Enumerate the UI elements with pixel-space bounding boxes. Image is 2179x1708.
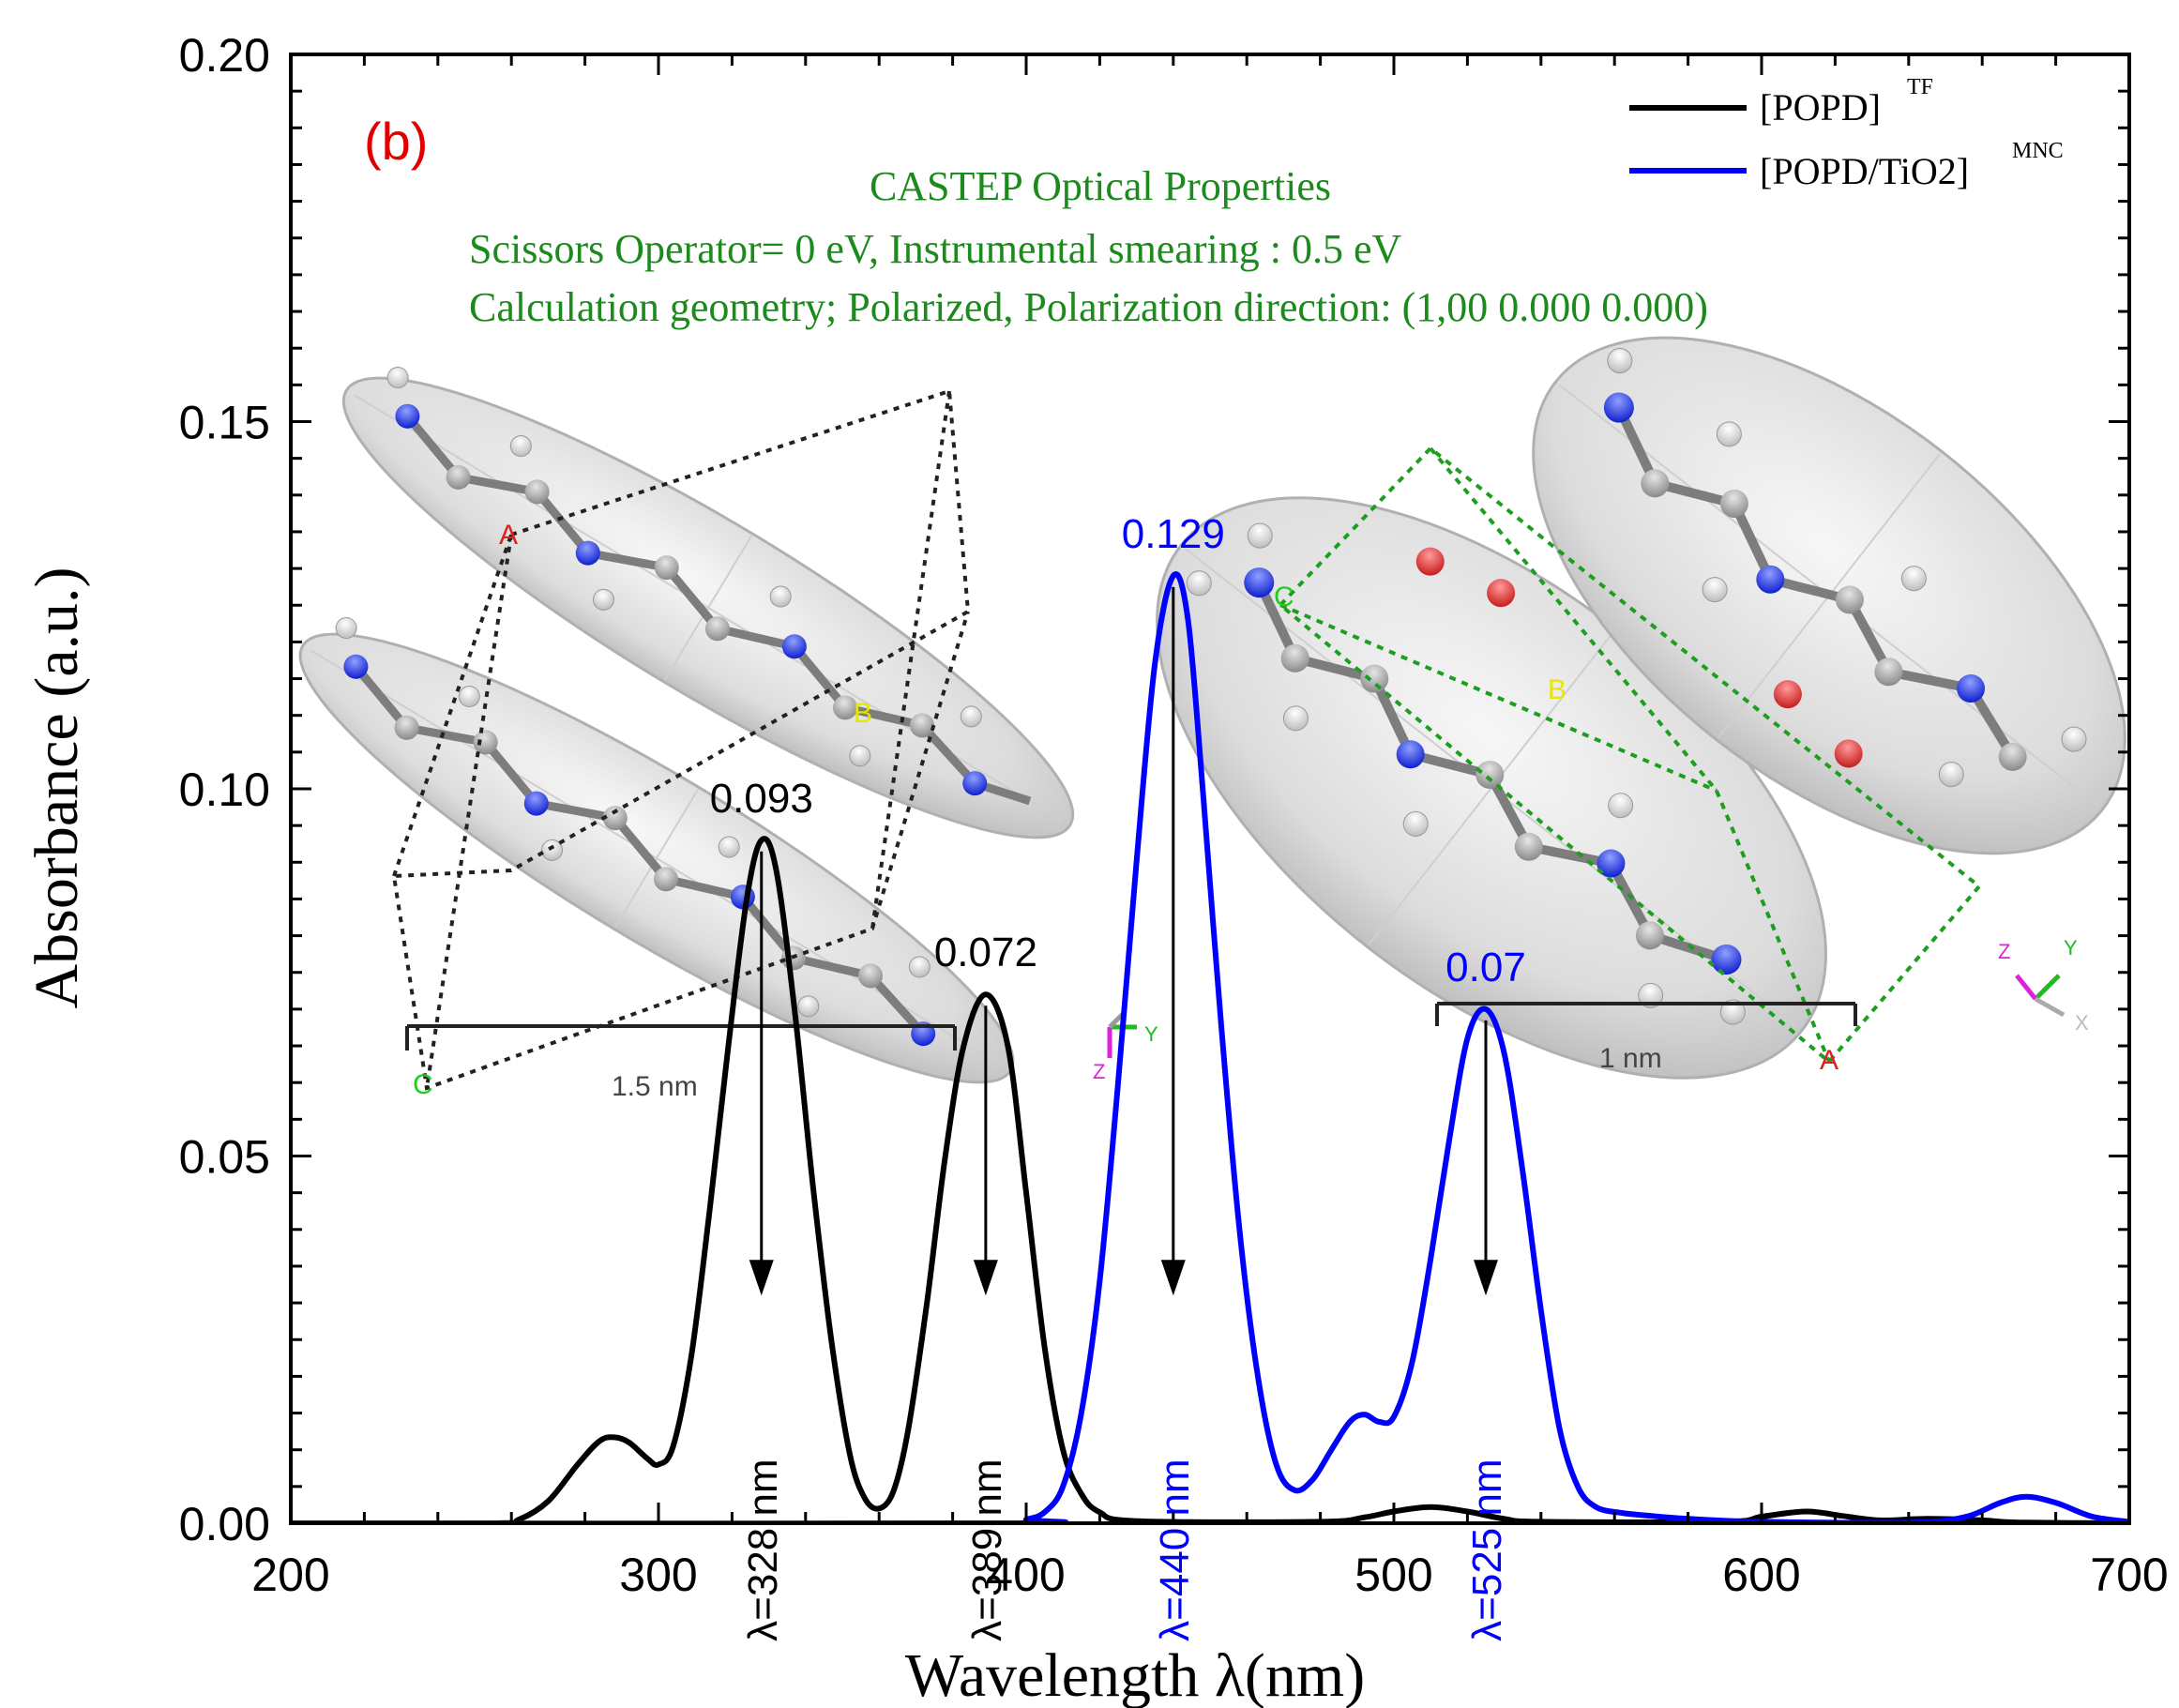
axis-letter-y-right: Y: [2064, 936, 2078, 960]
composite-lattice-cell: [1279, 446, 1982, 1065]
legend-label-composite: [POPD/TiO2]: [1760, 150, 1969, 192]
peak-wavelength-label-3: λ=525 nm: [1464, 1459, 1510, 1640]
legend: [POPD] TF [POPD/TiO2] MNC: [1629, 75, 2064, 192]
axes: 200 300 400 500 600 700 0.00 0.05 0.10 0.15 0.20: [179, 29, 2169, 1601]
composite-lattice-letter-a: A: [1820, 1045, 1839, 1076]
orientation-axes-right: Z Y X: [1998, 936, 2089, 1035]
peak-value-label-3: 0.07: [1445, 945, 1526, 990]
peak-arrow-head-2: [1160, 1260, 1186, 1296]
peak-annotations: 0.093 λ=328 nm 0.072 λ=389 nm 0.129 λ=440 nm 0…: [710, 511, 1526, 1641]
composite-molecule-front: [1156, 496, 1827, 1080]
panel-label: (b): [364, 112, 428, 171]
x-axis-title: Wavelength λ(nm): [905, 1641, 1365, 1708]
peak-arrow-head-1: [973, 1260, 998, 1296]
series-line-0: [291, 836, 2129, 1523]
popd-scale-label: 1.5 nm: [612, 1071, 698, 1102]
x-tick-label-4: 600: [1722, 1549, 1800, 1601]
popd-lattice-letter-a: A: [499, 520, 518, 551]
series-line-1: [291, 571, 2129, 1523]
popd-structure-inset: A B C 1.5 nm: [298, 367, 1075, 1102]
calculation-info: CASTEP Optical Properties Scissors Opera…: [469, 163, 1708, 330]
info-line-1: CASTEP Optical Properties: [870, 163, 1331, 209]
axis-letter-z-right: Z: [1998, 940, 2010, 963]
peak-value-label-0: 0.093: [710, 776, 813, 822]
info-line-2: Scissors Operator= 0 eV, Instrumental sm…: [469, 226, 1401, 272]
x-tick-label-1: 300: [619, 1549, 697, 1601]
y-tick-label-0: 0.00: [179, 1498, 270, 1550]
peak-value-label-1: 0.072: [934, 930, 1037, 975]
composite-lattice-letter-c: C: [1274, 582, 1294, 612]
y-tick-label-1: 0.05: [179, 1131, 270, 1184]
peak-wavelength-label-1: λ=389 nm: [964, 1459, 1010, 1640]
popd-lattice-cell: [391, 388, 971, 1091]
composite-scale-bar: [1435, 1002, 1857, 1026]
axis-letter-z: Z: [1093, 1060, 1105, 1083]
popd-molecule-upper: [341, 367, 1075, 839]
popd-lattice-letter-b: B: [854, 698, 872, 729]
popd-scale-bar: [405, 1024, 957, 1050]
y-tick-label-2: 0.10: [179, 763, 270, 816]
composite-scale-label: 1 nm: [1599, 1043, 1662, 1074]
y-tick-label-3: 0.15: [179, 397, 270, 449]
peak-value-label-2: 0.129: [1122, 511, 1225, 557]
legend-label-popd: [POPD]: [1760, 86, 1881, 128]
x-tick-label-3: 500: [1354, 1549, 1432, 1601]
peak-arrow-head-3: [1474, 1260, 1498, 1296]
x-tick-label-5: 700: [2090, 1549, 2168, 1601]
x-tick-label-2: 400: [987, 1549, 1065, 1601]
axis-letter-y: Y: [1144, 1022, 1158, 1046]
popd-lattice-letter-c: C: [413, 1069, 433, 1100]
molecular-structure-insets: A B C 1.5 nm: [298, 336, 2126, 1102]
y-tick-label-4: 0.20: [179, 29, 270, 82]
legend-sup-popd: TF: [1907, 75, 1933, 99]
peak-wavelength-label-0: λ=328 nm: [740, 1459, 786, 1640]
composite-molecule-back: [1532, 336, 2126, 855]
legend-sup-composite: MNC: [2012, 139, 2064, 163]
peak-wavelength-label-2: λ=440 nm: [1152, 1459, 1198, 1640]
peak-arrow-head-0: [749, 1260, 774, 1296]
info-line-3: Calculation geometry; Polarized, Polariz…: [469, 284, 1708, 330]
x-tick-label-0: 200: [251, 1549, 329, 1601]
axis-letter-x-right: X: [2075, 1011, 2089, 1035]
popd-tio2-structure-inset: A B C 1 nm: [1156, 336, 2126, 1080]
y-axis-title: Absorbance (a.u.): [23, 567, 91, 1009]
composite-lattice-letter-b: B: [1548, 674, 1566, 705]
